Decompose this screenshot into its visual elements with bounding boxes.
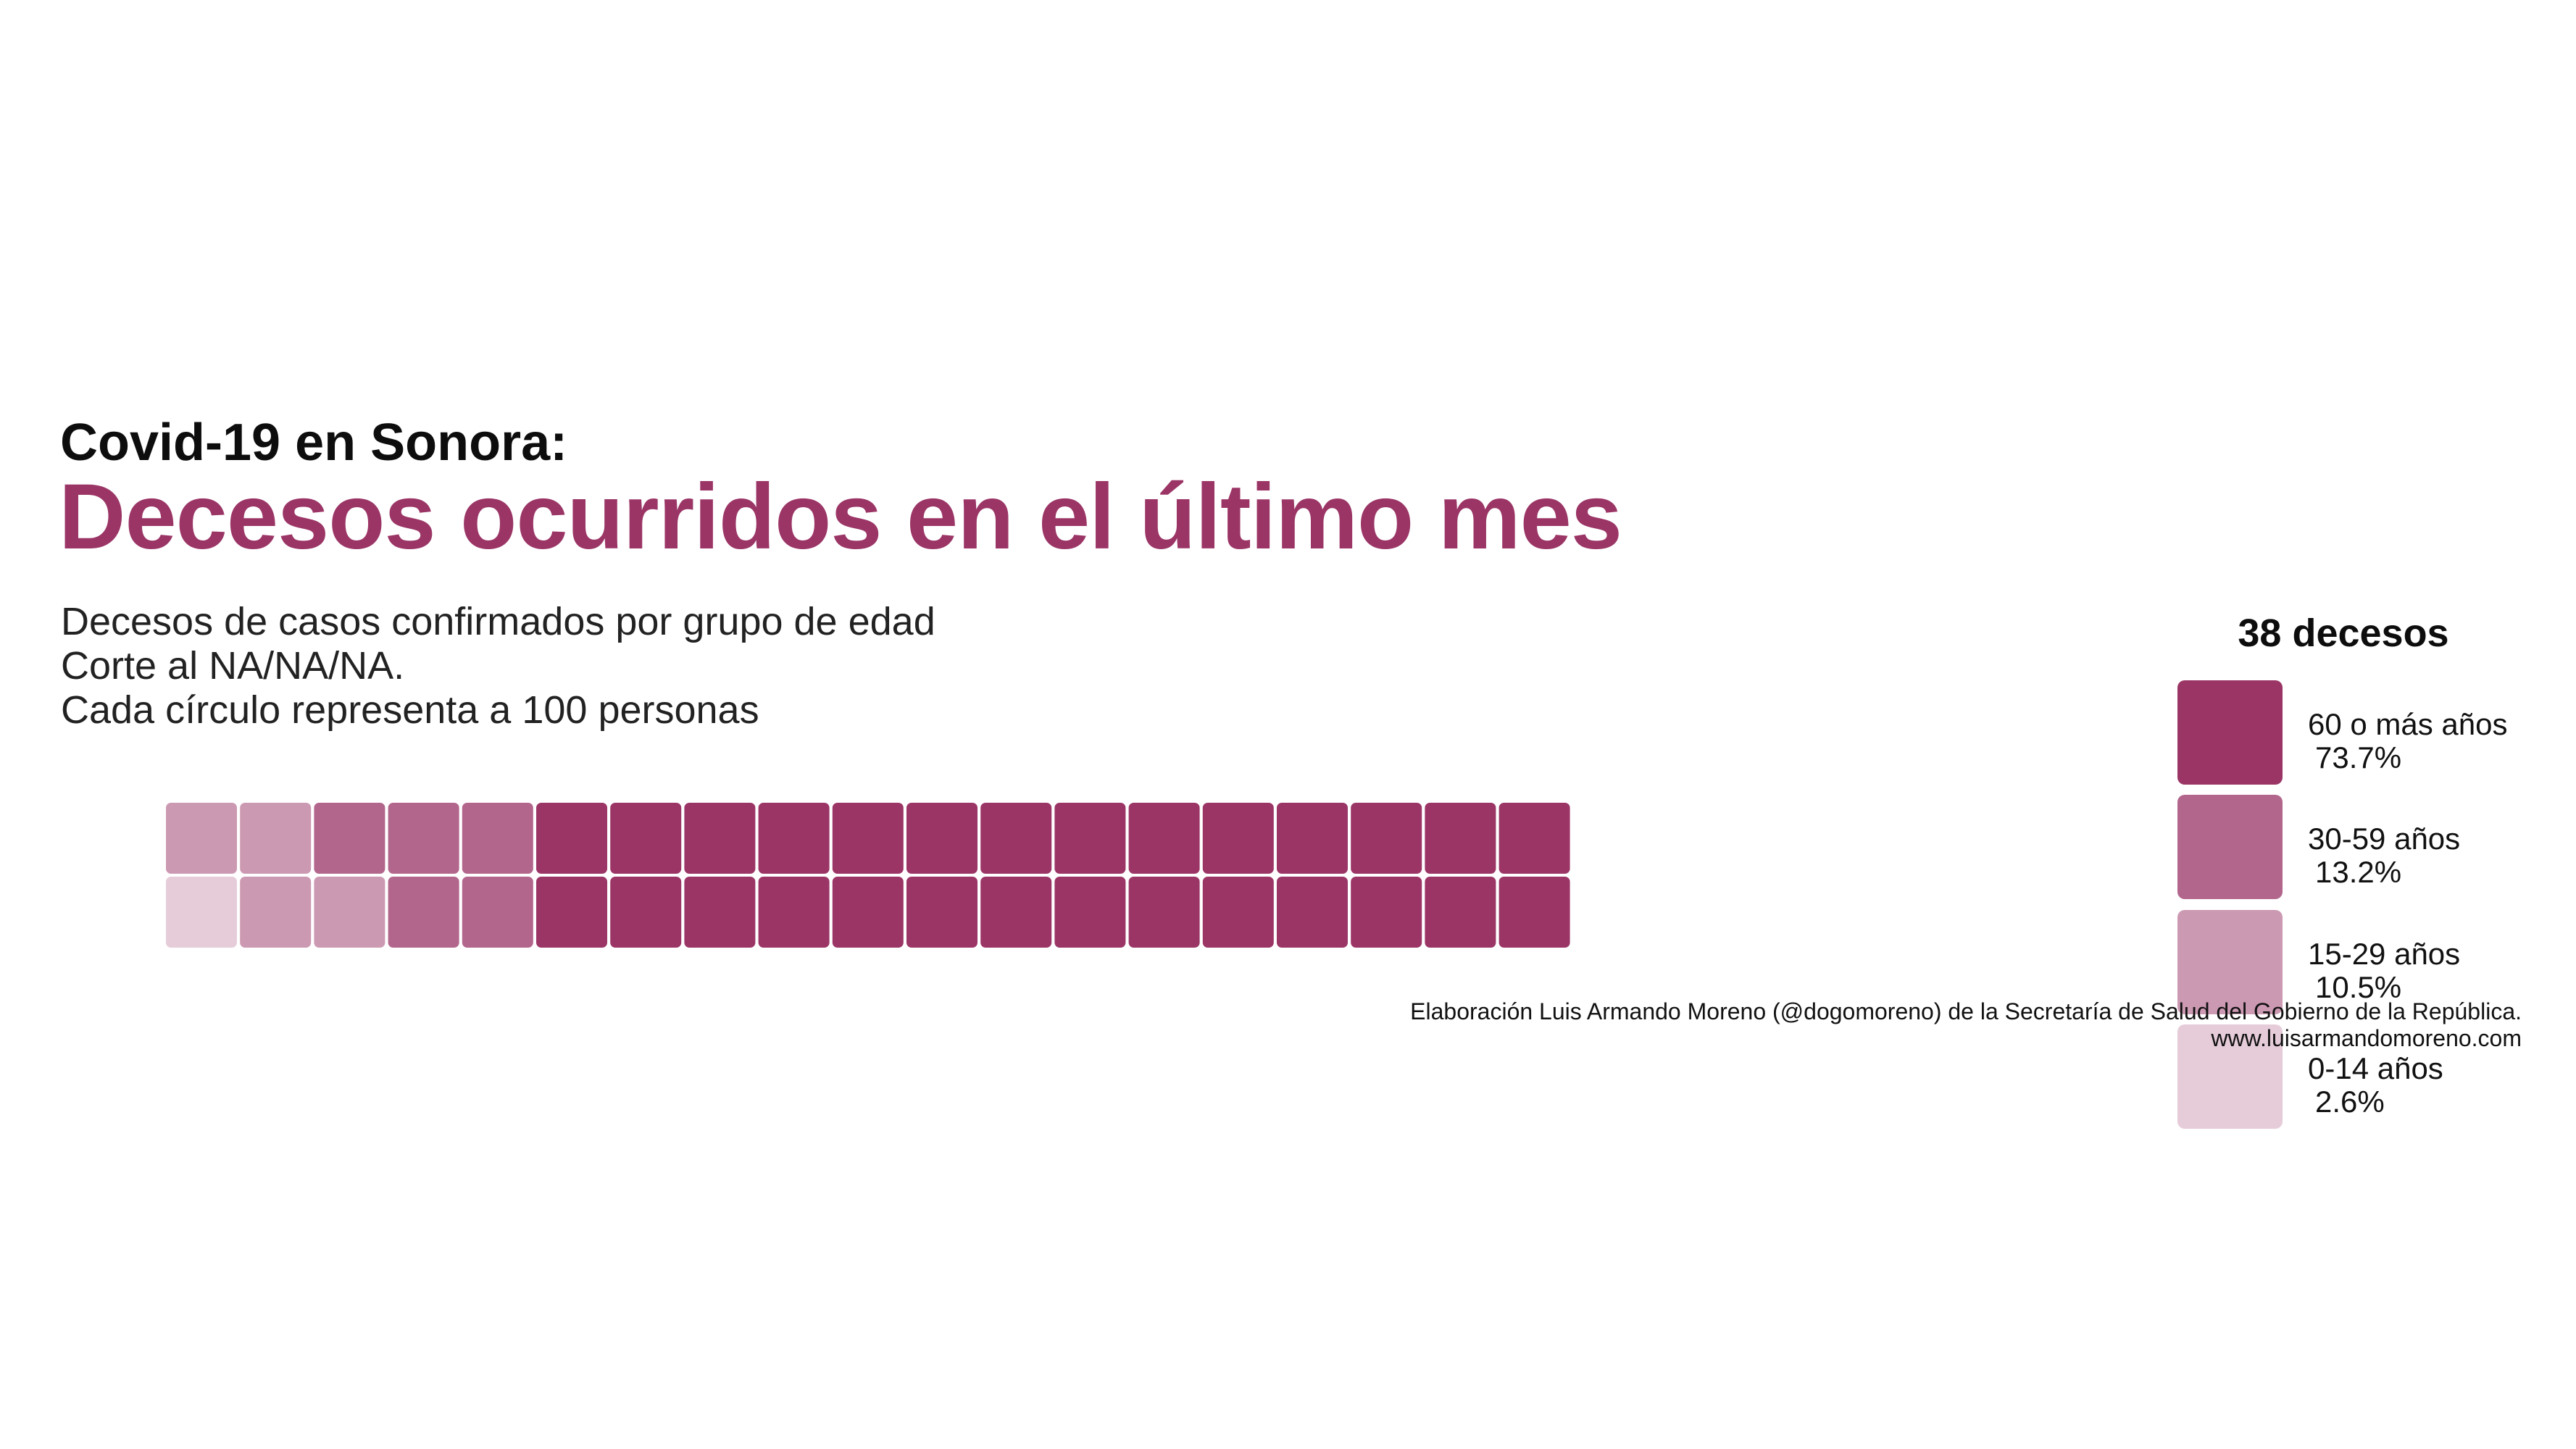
waffle-cell xyxy=(1351,803,1422,874)
waffle-cell xyxy=(1054,803,1126,874)
legend-label: 15-29 años xyxy=(2308,937,2461,971)
waffle-cell xyxy=(1499,803,1570,874)
waffle-cell xyxy=(684,877,756,948)
waffle-cell xyxy=(1054,877,1126,948)
waffle-cell xyxy=(832,803,904,874)
legend-item-0-14: 0-14 años 2.6% xyxy=(2177,1024,2569,1129)
waffle-cell xyxy=(240,803,312,874)
waffle-cell xyxy=(240,877,312,948)
waffle-cell xyxy=(758,803,830,874)
waffle-cell xyxy=(906,803,978,874)
legend-percent: 10.5% xyxy=(2315,970,2402,1004)
subtitle-line-1: Decesos de casos confirmados por grupo d… xyxy=(61,600,935,643)
waffle-cell xyxy=(1425,877,1496,948)
waffle-cell xyxy=(610,877,682,948)
subtitle-line-3: Cada círculo representa a 100 personas xyxy=(61,688,759,732)
waffle-cell xyxy=(314,803,385,874)
waffle-cell xyxy=(1202,803,1274,874)
caption-line-2: www.luisarmandomoreno.com xyxy=(2211,1025,2522,1051)
waffle-cell xyxy=(462,877,533,948)
waffle-cell xyxy=(536,877,607,948)
waffle-cell xyxy=(980,877,1052,948)
chart-subtitle: Decesos de casos confirmados por grupo d… xyxy=(61,600,935,732)
legend-item-60-plus: 60 o más años 73.7% xyxy=(2177,680,2569,785)
subtitle-line-2: Corte al NA/NA/NA. xyxy=(61,644,405,688)
waffle-cell xyxy=(1128,877,1200,948)
legend-percent: 73.7% xyxy=(2315,740,2402,774)
legend-swatch xyxy=(2177,795,2283,899)
waffle-cell xyxy=(1351,877,1422,948)
waffle-cell xyxy=(832,877,904,948)
waffle-cell xyxy=(462,803,533,874)
waffle-cell xyxy=(1128,803,1200,874)
waffle-cell xyxy=(314,877,385,948)
caption-line-1: Elaboración Luis Armando Moreno (@dogomo… xyxy=(1410,998,2522,1024)
legend-label: 0-14 años xyxy=(2308,1051,2443,1085)
waffle-cell xyxy=(388,803,459,874)
legend-percent: 2.6% xyxy=(2315,1085,2385,1119)
legend-swatch xyxy=(2177,680,2283,785)
waffle-cell xyxy=(1277,803,1348,874)
waffle-cell xyxy=(166,803,237,874)
waffle-cell xyxy=(980,803,1052,874)
source-caption: Elaboración Luis Armando Moreno (@dogomo… xyxy=(1410,998,2522,1052)
chart-title: Decesos ocurridos en el último mes xyxy=(59,465,1622,569)
waffle-cell xyxy=(166,877,237,948)
waffle-cell xyxy=(758,877,830,948)
legend-title: 38 decesos xyxy=(2238,611,2449,655)
legend-percent: 13.2% xyxy=(2315,855,2402,889)
legend-item-15-29: 15-29 años 10.5% xyxy=(2177,910,2569,1014)
waffle-cell xyxy=(388,877,459,948)
waffle-cell xyxy=(684,803,756,874)
legend-label: 30-59 años xyxy=(2308,822,2461,856)
waffle-cell xyxy=(610,803,682,874)
waffle-cell xyxy=(1202,877,1274,948)
chart-kicker: Covid-19 en Sonora: xyxy=(60,414,568,472)
waffle-cell xyxy=(1425,803,1496,874)
legend-swatch xyxy=(2177,910,2283,1014)
legend-item-30-59: 30-59 años 13.2% xyxy=(2177,795,2569,899)
waffle-cell xyxy=(906,877,978,948)
legend-swatch xyxy=(2177,1024,2283,1129)
legend-label: 60 o más años xyxy=(2308,707,2508,741)
waffle-cell xyxy=(1499,877,1570,948)
waffle-cell xyxy=(1277,877,1348,948)
waffle-cell xyxy=(536,803,607,874)
